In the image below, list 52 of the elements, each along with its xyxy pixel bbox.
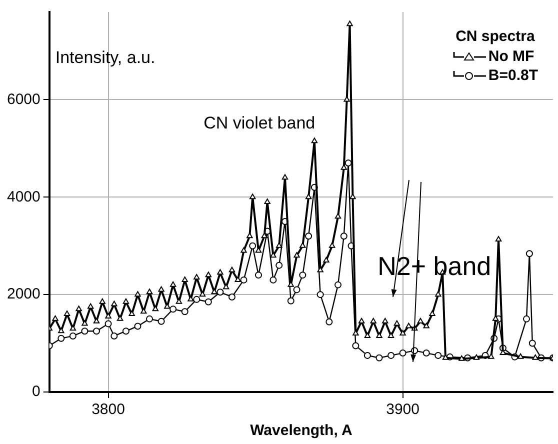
point (352, 342, 360, 350)
point (528, 340, 536, 347)
point (299, 272, 306, 279)
point (316, 291, 324, 298)
point (146, 315, 154, 322)
point (81, 328, 88, 335)
point (388, 352, 395, 359)
point (134, 322, 142, 330)
x-tick-label: 3900 (386, 401, 420, 418)
point (344, 160, 352, 167)
point (334, 281, 342, 288)
point (158, 318, 165, 325)
point (170, 306, 177, 313)
point (376, 354, 383, 362)
point (240, 276, 248, 284)
y-axis-title: Intensity, a.u. (55, 48, 156, 68)
point (228, 294, 236, 300)
point (249, 242, 256, 250)
legend-title: CN spectra (454, 28, 536, 45)
point (69, 332, 76, 340)
y-tick-label: 0 (32, 383, 40, 400)
point (340, 232, 348, 240)
point (270, 276, 277, 284)
point (193, 296, 200, 303)
point (522, 315, 530, 322)
y-tick-label: 4000 (6, 188, 40, 206)
point (276, 262, 283, 269)
point (326, 318, 333, 326)
point (204, 298, 212, 306)
y-tick-label: 6000 (6, 90, 40, 108)
legend-label: No MF (488, 48, 534, 65)
point (254, 272, 262, 279)
point (434, 352, 442, 359)
point (110, 332, 118, 340)
legend-label: B=0.8T (488, 67, 538, 84)
x-axis-title: Wavelength, A (250, 422, 352, 440)
point (104, 320, 112, 328)
point (181, 308, 188, 316)
x-tick-label: 3800 (92, 401, 125, 418)
y-tick-label: 2000 (6, 286, 40, 303)
point (92, 328, 100, 335)
point (364, 352, 371, 359)
point (58, 334, 65, 342)
point (122, 328, 130, 335)
point (293, 286, 300, 294)
annotation: CN violet band (204, 114, 316, 133)
point (287, 297, 294, 304)
point (422, 350, 430, 357)
point (305, 232, 312, 240)
point (399, 350, 406, 357)
point (526, 250, 533, 258)
point (216, 288, 224, 296)
